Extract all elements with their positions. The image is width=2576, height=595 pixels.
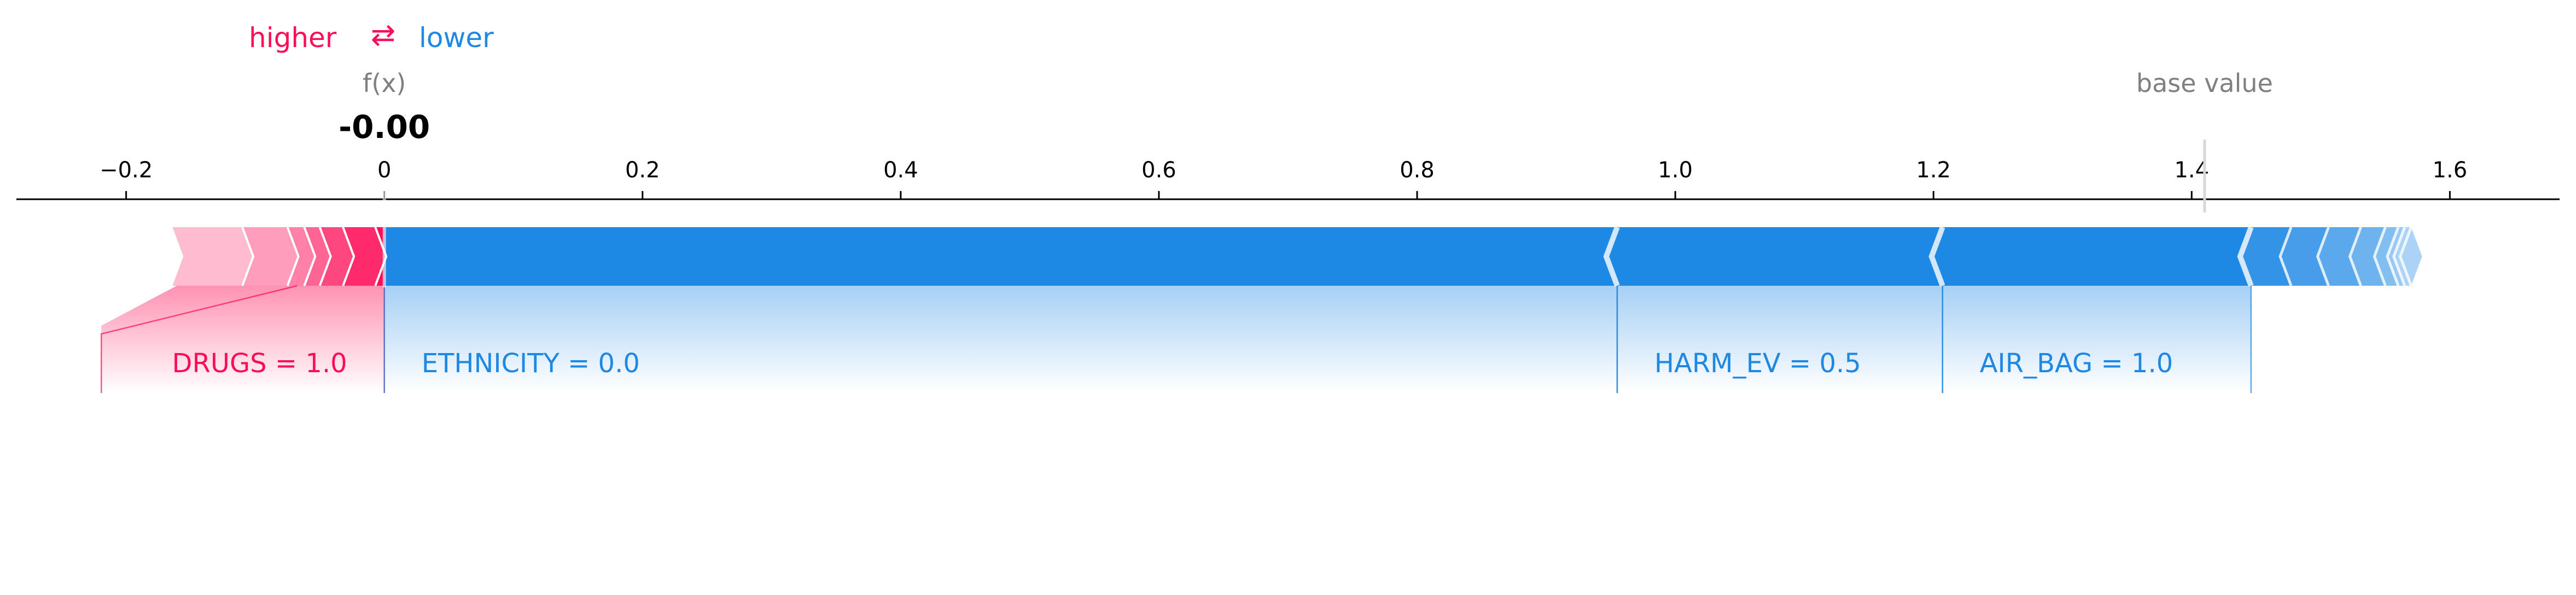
x-tick-label: 0.2: [625, 158, 660, 183]
positive-bar-segment: [242, 227, 299, 286]
base-value-caption: base value: [2136, 68, 2273, 98]
negative-separator: [2386, 227, 2400, 286]
negative-label-gradient: [1942, 286, 2251, 393]
positive-bar-segment: [171, 227, 254, 286]
negative-bar-segment: [2317, 227, 2361, 286]
negative-bar-segment: [384, 227, 1617, 286]
negative-separator: [2348, 227, 2362, 286]
x-tick-label: 1.2: [1916, 158, 1951, 183]
positive-label-gradient: [101, 286, 384, 393]
feature-label: AIR_BAG = 1.0: [1980, 348, 2173, 379]
legend-lower: lower: [419, 22, 494, 54]
positive-bar-segment: [319, 227, 354, 286]
legend-higher: higher: [249, 22, 337, 54]
feature-label: ETHNICITY = 0.0: [422, 348, 640, 379]
force-bars: [171, 227, 2422, 286]
negative-bar-segment: [2393, 227, 2422, 286]
negative-separator: [2316, 227, 2330, 286]
negative-separator: [2392, 227, 2406, 286]
positive-separator: [318, 227, 332, 286]
label-gradients: [101, 286, 2251, 393]
x-tick-label: −0.2: [100, 158, 153, 183]
x-tick-label: 0.4: [883, 158, 918, 183]
negative-separator: [1603, 226, 1620, 287]
negative-separator: [2237, 226, 2254, 287]
positive-separator: [374, 227, 388, 286]
x-tick-label: 1.6: [2433, 158, 2468, 183]
negative-bar-segment: [2280, 227, 2329, 286]
label-connectors: [100, 285, 2252, 393]
feature-labels: DRUGS = 1.0 ETHNICITY = 0.0 HARM_EV = 0.5 A…: [172, 348, 2173, 379]
negative-bar-segment: [2387, 227, 2405, 286]
negative-bar-segment: [1606, 227, 1943, 286]
legend-arrows-icon: ⇄: [371, 18, 395, 52]
negative-separator: [2373, 227, 2387, 286]
feature-label: HARM_EV = 0.5: [1654, 348, 1861, 379]
negative-separator: [2278, 227, 2293, 286]
fx-value: -0.00: [339, 108, 430, 146]
negative-separator: [1928, 226, 1945, 287]
negative-separator: [2398, 227, 2412, 286]
negative-bar-segment: [2350, 227, 2386, 286]
x-tick-label: 0: [377, 158, 391, 183]
negative-bar-segment: [1931, 227, 2251, 286]
positive-separator: [241, 227, 255, 286]
fx-caption: f(x): [363, 68, 406, 98]
x-tick-label: 1.0: [1658, 158, 1693, 183]
x-axis-ticks: −0.2 0 0.2 0.4 0.6 0.8 1.0 1.2 1.4 1.6: [100, 158, 2467, 199]
negative-bar-segment: [2240, 227, 2292, 286]
positive-separator: [342, 227, 355, 286]
bar-separators: [170, 226, 2412, 287]
x-tick-label: 0.6: [1141, 158, 1176, 183]
x-tick-label: 0.8: [1400, 158, 1435, 183]
positive-separator: [303, 227, 317, 286]
label-connector: [100, 285, 298, 393]
positive-separator: [170, 227, 184, 286]
negative-label-gradient: [384, 286, 1617, 393]
positive-bar-segment: [287, 227, 316, 286]
negative-label-gradient: [1617, 286, 1943, 393]
feature-label: DRUGS = 1.0: [172, 348, 347, 379]
positive-bar-segment: [343, 227, 387, 286]
positive-separator: [286, 227, 300, 286]
